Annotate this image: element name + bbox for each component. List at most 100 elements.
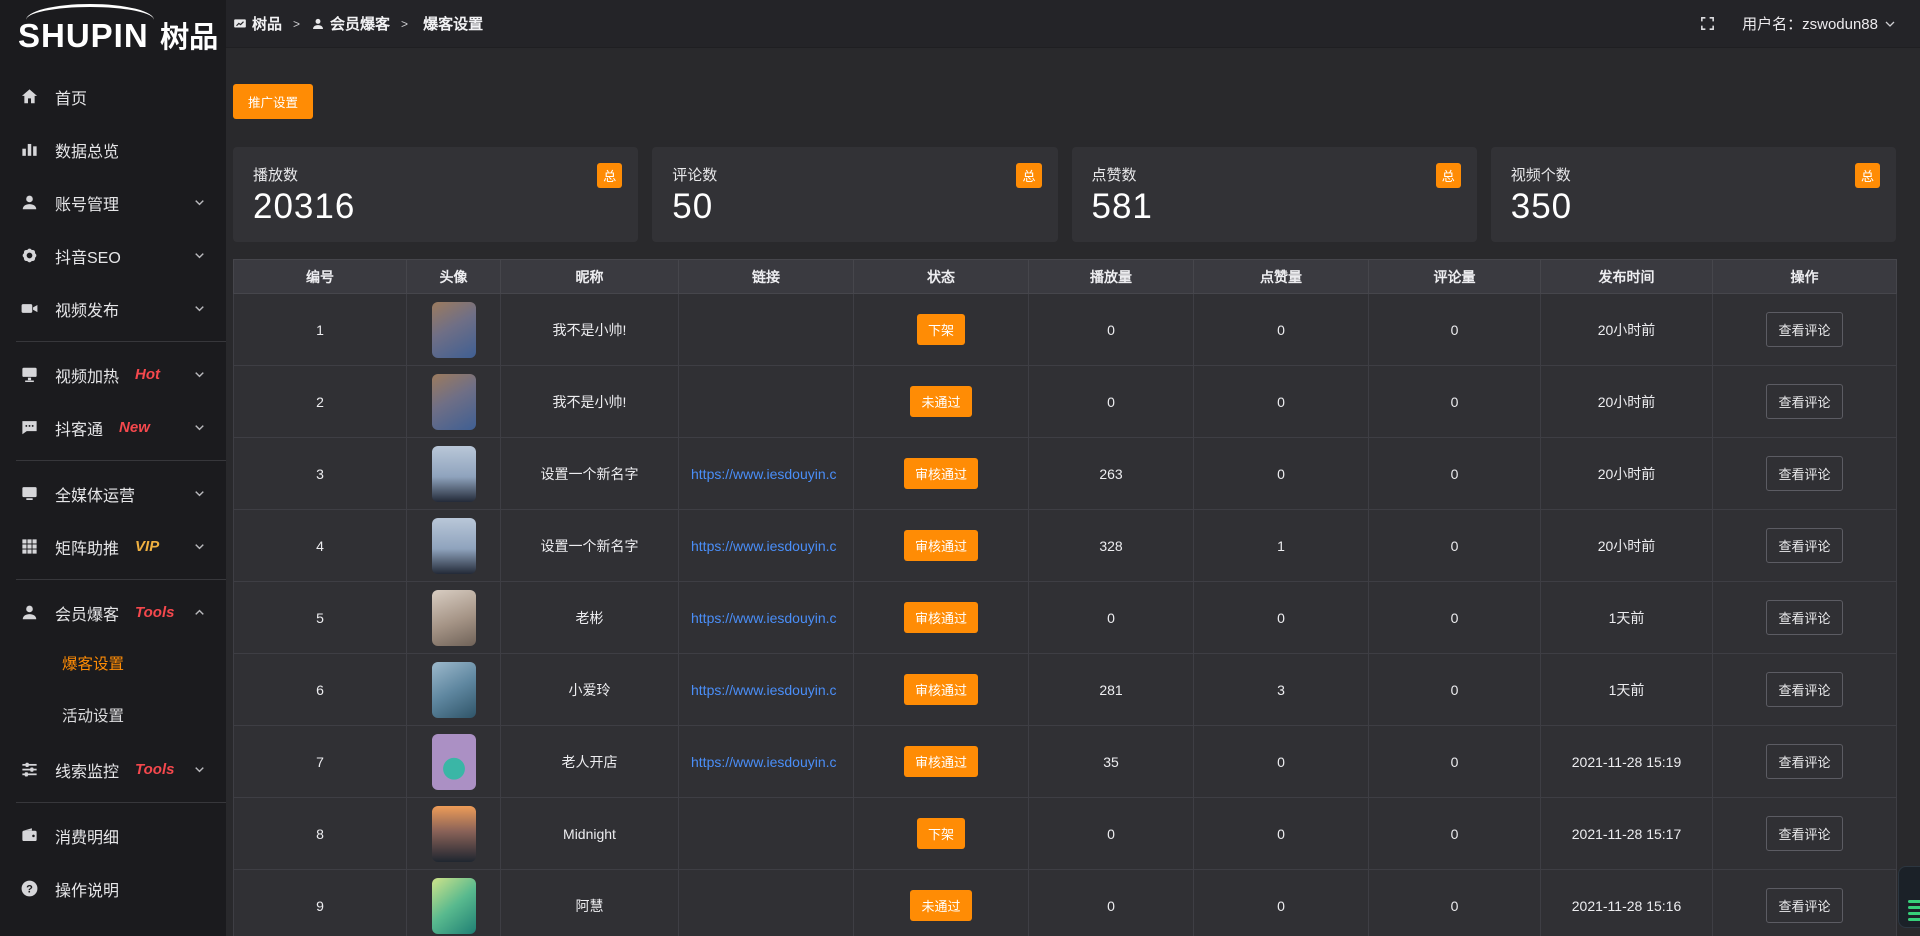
sidebar-item-home[interactable]: 首页 — [0, 70, 226, 123]
menu-divider — [16, 579, 226, 580]
cell-time: 20小时前 — [1540, 293, 1713, 366]
table-row: 4 设置一个新名字 https://www.iesdouyin.c 审核通过 3… — [233, 509, 1897, 582]
cell-time: 2021-11-28 15:16 — [1540, 869, 1713, 936]
sidebar-item-all-media[interactable]: 全媒体运营 — [0, 467, 226, 520]
cell-likes: 0 — [1193, 365, 1369, 438]
chevron-up-icon — [193, 606, 206, 619]
view-comments-button[interactable]: 查看评论 — [1766, 456, 1843, 491]
sidebar-item-member-baoke[interactable]: 会员爆客 Tools — [0, 586, 226, 639]
view-comments-button[interactable]: 查看评论 — [1766, 384, 1843, 419]
breadcrumb-item-app[interactable]: 树品 — [233, 13, 282, 34]
chevron-down-icon — [1884, 18, 1896, 30]
cell-time: 2021-11-28 15:17 — [1540, 797, 1713, 870]
cell-nickname: 我不是小帅! — [500, 365, 679, 438]
video-link[interactable]: https://www.iesdouyin.c — [691, 753, 837, 770]
cell-action: 查看评论 — [1712, 797, 1897, 870]
sidebar-item-label: 全媒体运营 — [55, 487, 136, 505]
video-link[interactable]: https://www.iesdouyin.c — [691, 465, 837, 482]
sidebar-item-douketong[interactable]: 抖客通 New — [0, 401, 226, 454]
view-comments-button[interactable]: 查看评论 — [1766, 528, 1843, 563]
cell-comments: 0 — [1368, 365, 1541, 438]
chevron-down-icon — [193, 368, 206, 381]
cell-likes: 3 — [1193, 653, 1369, 726]
sidebar-item-clue-monitor[interactable]: 线索监控 Tools — [0, 743, 226, 796]
video-link[interactable]: https://www.iesdouyin.c — [691, 609, 837, 626]
video-link[interactable]: https://www.iesdouyin.c — [691, 537, 837, 554]
cell-plays: 281 — [1028, 653, 1194, 726]
cell-plays: 0 — [1028, 581, 1194, 654]
bar-chart-icon — [20, 140, 39, 159]
sidebar-item-spending-details[interactable]: 消费明细 — [0, 809, 226, 862]
cell-plays: 0 — [1028, 293, 1194, 366]
app-icon — [233, 17, 247, 31]
sidebar-item-label: 操作说明 — [55, 882, 120, 900]
view-comments-button[interactable]: 查看评论 — [1766, 312, 1843, 347]
cell-time: 20小时前 — [1540, 365, 1713, 438]
breadcrumb-item-member[interactable]: 会员爆客 — [311, 13, 390, 34]
cell-nickname: 设置一个新名字 — [500, 437, 679, 510]
cell-status: 下架 — [853, 293, 1029, 366]
cell-link: https://www.iesdouyin.c — [678, 725, 854, 798]
cell-link: https://www.iesdouyin.c — [678, 653, 854, 726]
sidebar-item-label: 账号管理 — [55, 196, 120, 214]
sidebar-item-video-heat[interactable]: 视频加热 Hot — [0, 348, 226, 401]
chevron-down-icon — [193, 302, 206, 315]
chat-icon — [20, 418, 39, 437]
view-comments-button[interactable]: 查看评论 — [1766, 672, 1843, 707]
total-badge: 总 — [1854, 163, 1880, 188]
sidebar-item-matrix-boost[interactable]: 矩阵助推 VIP — [0, 520, 226, 573]
view-comments-button[interactable]: 查看评论 — [1766, 744, 1843, 779]
status-button[interactable]: 审核通过 — [903, 674, 978, 705]
cell-action: 查看评论 — [1712, 581, 1897, 654]
total-badge: 总 — [1435, 163, 1461, 188]
cell-id: 9 — [233, 869, 407, 936]
stat-cards: 播放数 20316 总 评论数 50 总 点赞数 581 总 视频个数 350 … — [233, 147, 1896, 242]
cell-nickname: 阿慧 — [500, 869, 679, 936]
cell-comments: 0 — [1368, 581, 1541, 654]
cell-time: 1天前 — [1540, 653, 1713, 726]
stat-card-comments: 评论数 50 总 — [652, 147, 1058, 242]
cell-status: 下架 — [853, 797, 1029, 870]
cell-comments: 0 — [1368, 725, 1541, 798]
status-button[interactable]: 未通过 — [910, 386, 972, 417]
status-button[interactable]: 审核通过 — [903, 530, 978, 561]
person-icon — [311, 17, 325, 31]
cell-action: 查看评论 — [1712, 365, 1897, 438]
home-icon — [20, 87, 39, 106]
status-button[interactable]: 审核通过 — [903, 458, 978, 489]
sidebar-item-douyin-seo[interactable]: 抖音SEO — [0, 229, 226, 282]
cell-likes: 0 — [1193, 581, 1369, 654]
floating-widget[interactable] — [1898, 866, 1920, 928]
member-icon — [20, 603, 39, 622]
cell-likes: 0 — [1193, 797, 1369, 870]
grid-icon — [20, 537, 39, 556]
view-comments-button[interactable]: 查看评论 — [1766, 600, 1843, 635]
sidebar-subitem-activity-settings[interactable]: 活动设置 — [62, 708, 125, 725]
cell-id: 5 — [233, 581, 407, 654]
sidebar-item-video-publish[interactable]: 视频发布 — [0, 282, 226, 335]
cell-status: 审核通过 — [853, 509, 1029, 582]
wallet-icon — [20, 826, 39, 845]
user-menu[interactable]: 用户名：zswodun88 — [1742, 13, 1896, 34]
status-button[interactable]: 审核通过 — [903, 602, 978, 633]
cell-avatar — [406, 437, 501, 510]
status-button[interactable]: 审核通过 — [903, 746, 978, 777]
fullscreen-icon[interactable] — [1699, 15, 1716, 32]
video-link[interactable]: https://www.iesdouyin.c — [691, 681, 837, 698]
view-comments-button[interactable]: 查看评论 — [1766, 816, 1843, 851]
sidebar-item-operation-guide[interactable]: ? 操作说明 — [0, 862, 226, 915]
avatar — [431, 445, 476, 502]
stat-card-likes: 点赞数 581 总 — [1071, 147, 1477, 242]
view-comments-button[interactable]: 查看评论 — [1766, 888, 1843, 923]
sidebar-item-data-overview[interactable]: 数据总览 — [0, 123, 226, 176]
status-button[interactable]: 下架 — [916, 818, 965, 849]
tools-badge: Tools — [135, 604, 175, 621]
cell-plays: 0 — [1028, 797, 1194, 870]
promo-settings-button[interactable]: 推广设置 — [233, 84, 314, 119]
widget-bar — [1907, 912, 1920, 915]
chevron-down-icon — [193, 196, 206, 209]
status-button[interactable]: 下架 — [916, 314, 965, 345]
status-button[interactable]: 未通过 — [910, 890, 972, 921]
sidebar-item-account-management[interactable]: 账号管理 — [0, 176, 226, 229]
sidebar-subitem-baoke-settings[interactable]: 爆客设置 — [62, 656, 125, 673]
